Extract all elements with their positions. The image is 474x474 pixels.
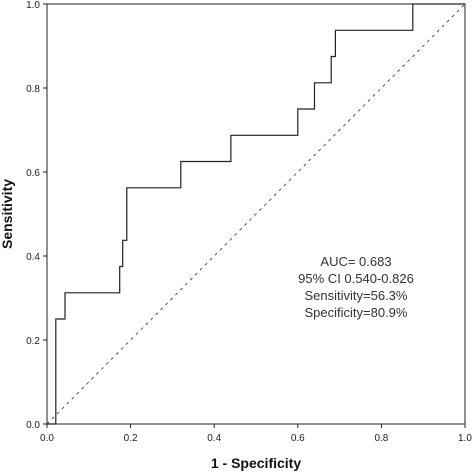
x-axis-title: 1 - Specificity [211, 455, 301, 471]
x-tick-label: 0.2 [124, 433, 138, 444]
x-tick-label: 0.8 [374, 433, 388, 444]
x-tick-label: 1.0 [458, 433, 472, 444]
y-axis-title: Sensitivity [0, 179, 15, 249]
auc-annotation: AUC= 0.683 [320, 254, 391, 269]
ci-annotation: 95% CI 0.540-0.826 [298, 271, 414, 286]
x-axis-ticks: 0.0 0.2 0.4 0.6 0.8 1.0 [40, 424, 472, 444]
x-tick-label: 0.0 [40, 433, 54, 444]
y-tick-label: 0.6 [26, 168, 40, 179]
y-axis-ticks: 0.0 0.2 0.4 0.6 0.8 1.0 [26, 0, 47, 431]
x-tick-label: 0.6 [291, 433, 305, 444]
y-tick-label: 0.2 [26, 336, 40, 347]
y-tick-label: 0.8 [26, 84, 40, 95]
sensitivity-annotation: Sensitivity=56.3% [305, 288, 408, 303]
reference-diagonal-line [46, 3, 466, 425]
x-tick-label: 0.4 [207, 433, 221, 444]
y-tick-label: 1.0 [26, 0, 40, 11]
specificity-annotation: Specificity=80.9% [305, 305, 408, 320]
y-tick-label: 0.0 [26, 420, 40, 431]
y-tick-label: 0.4 [26, 252, 40, 263]
plot-frame [46, 3, 466, 425]
roc-curve-line [47, 3, 465, 425]
